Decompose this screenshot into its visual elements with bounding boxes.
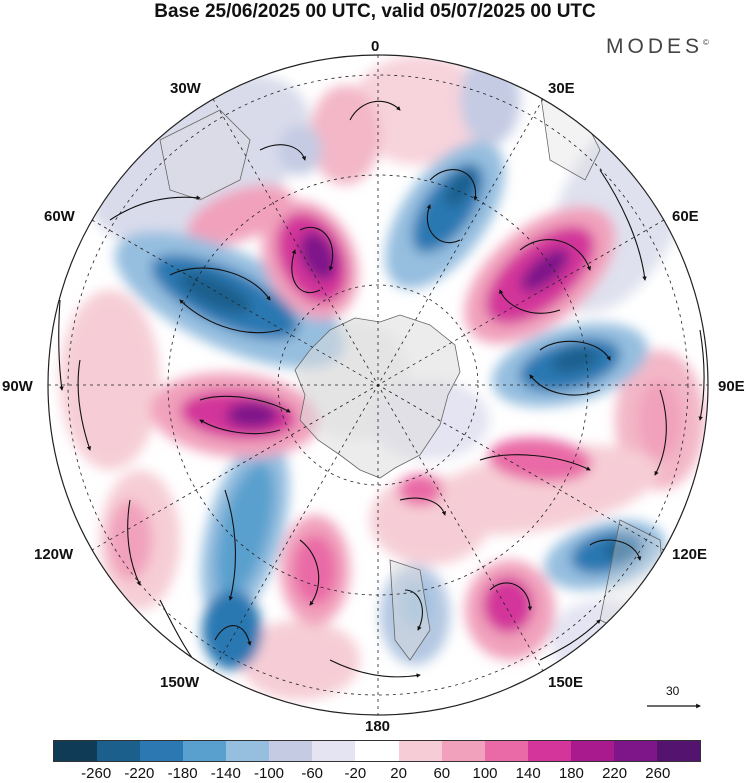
colorbar-tick-label: -140 [210, 765, 241, 782]
lon-label-150w: 150W [160, 674, 200, 691]
colorbar-swatch [54, 741, 98, 761]
colorbar-tick-label: 60 [433, 765, 451, 782]
colorbar-tick-label: -180 [167, 765, 198, 782]
lon-label-90w: 90W [2, 378, 33, 395]
colorbar-swatch [484, 741, 528, 761]
colorbar-tick-label: 220 [602, 765, 628, 782]
chart-title: Base 25/06/2025 00 UTC, valid 05/07/2025… [154, 1, 596, 22]
lon-label-90e: 90E [718, 378, 745, 395]
lon-label-120e: 120E [672, 546, 708, 563]
lon-label-60e: 60E [672, 208, 699, 225]
colorbar-swatch [398, 741, 442, 761]
lon-label-0: 0 [371, 38, 380, 55]
map-boundary [47, 54, 709, 716]
colorbar-tick-label: -100 [253, 765, 285, 782]
lon-label-180: 180 [365, 718, 391, 735]
colorbar-swatch [355, 741, 399, 761]
reference-vector-label: 30 [666, 684, 680, 698]
colorbar-tick-label: -260 [81, 765, 112, 782]
modes-brand-logo: MODES© [606, 35, 709, 58]
colorbar-swatch [656, 741, 700, 761]
colorbar-tick-label: -60 [301, 765, 324, 782]
graticule [48, 55, 708, 715]
colorbar-swatch [613, 741, 657, 761]
colorbar-tick-label: 180 [558, 765, 584, 782]
lon-label-120w: 120W [34, 546, 74, 563]
colorbar-swatch [312, 741, 356, 761]
lon-label-30w: 30W [170, 80, 201, 97]
colorbar-tick-label: 100 [472, 765, 498, 782]
lon-label-30e: 30E [548, 80, 575, 97]
colorbar-tick-label: 20 [390, 765, 407, 782]
wind-streamlines [58, 100, 705, 681]
colorbar-swatch [183, 741, 227, 761]
colorbar-swatch [527, 741, 571, 761]
colorbar-tick-label: -220 [124, 765, 155, 782]
colorbar-tick-label: 260 [645, 765, 671, 782]
colorbar-tick-label: -20 [344, 765, 367, 782]
lon-label-60w: 60W [44, 208, 75, 225]
lon-label-150e: 150E [548, 674, 584, 691]
colorbar [53, 740, 701, 762]
colorbar-swatch [570, 741, 614, 761]
colorbar-swatch [97, 741, 141, 761]
colorbar-swatch [140, 741, 184, 761]
anomaly-field [48, 55, 708, 715]
colorbar-swatch [441, 741, 485, 761]
colorbar-swatch [269, 741, 313, 761]
colorbar-swatch [226, 741, 270, 761]
colorbar-tick-label: 140 [515, 765, 541, 782]
